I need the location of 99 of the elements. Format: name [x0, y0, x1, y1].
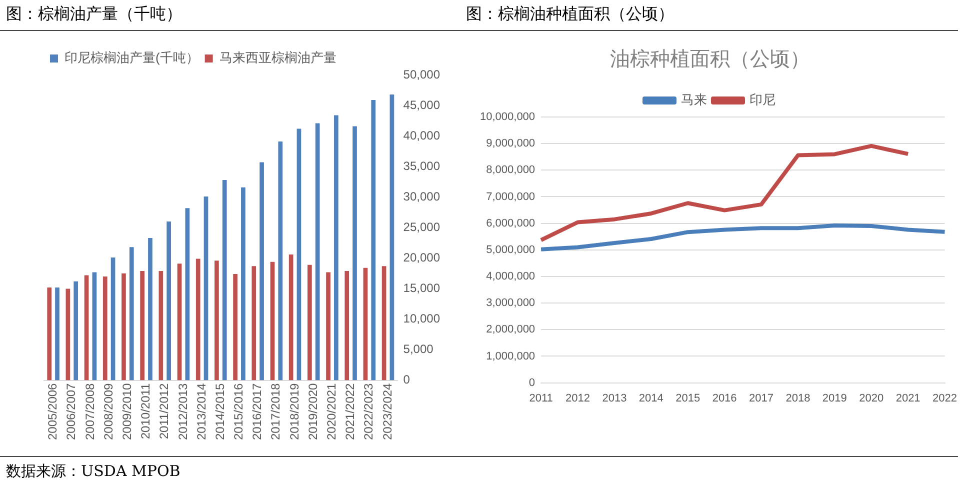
- y-tick-label: 4,000,000: [486, 270, 536, 283]
- x-tick-label: 2020: [859, 392, 884, 404]
- y-tick-label: 40,000: [403, 128, 440, 142]
- bar: [326, 272, 330, 380]
- x-tick-label: 2012/2013: [176, 382, 190, 440]
- x-tick-label: 2017/2018: [268, 382, 283, 440]
- bar: [334, 115, 338, 380]
- y-tick-label: 5,000,000: [486, 244, 536, 256]
- x-tick-label: 2022: [932, 392, 958, 404]
- x-tick-label: 2015: [676, 392, 700, 404]
- bar: [185, 208, 190, 380]
- x-tick-label: 2013/2014: [194, 382, 208, 440]
- bar: [204, 196, 208, 380]
- bar: [122, 273, 126, 380]
- x-tick-label: 2018/2019: [287, 382, 302, 440]
- bar: [74, 281, 78, 380]
- bar: [344, 270, 350, 380]
- bar: [270, 262, 275, 380]
- x-tick-label: 2018: [786, 392, 810, 404]
- bar: [296, 128, 302, 380]
- bar: [47, 287, 52, 380]
- x-tick-label: 2010/2011: [138, 382, 153, 440]
- bar: [241, 187, 246, 380]
- y-tick-label: 9,000,000: [486, 138, 536, 150]
- bar: [315, 123, 320, 380]
- x-tick-label: 2011/2012: [157, 382, 172, 440]
- y-tick-label: 15,000: [403, 281, 440, 296]
- bar: [129, 247, 134, 380]
- y-tick-label: 50,000: [403, 67, 440, 82]
- legend-label: 印尼: [750, 92, 776, 108]
- bar: [84, 275, 89, 380]
- chart-title: 图：棕榈油种植面积（公顷）: [466, 4, 674, 25]
- y-tick-label: 6,000,000: [486, 217, 536, 230]
- bar: [92, 272, 97, 380]
- y-tick-label: 7,000,000: [486, 190, 536, 203]
- x-tick-label: 2009/2010: [120, 382, 134, 440]
- bar: [214, 260, 219, 380]
- y-tick-label: 10,000,000: [480, 111, 536, 124]
- x-tick-label: 2007/2008: [82, 382, 97, 440]
- x-tick-label: 2023/2024: [380, 382, 394, 440]
- bar: [148, 238, 152, 380]
- y-tick-label: 8,000,000: [486, 164, 536, 176]
- y-tick-label: 10,000: [403, 312, 440, 326]
- x-tick-label: 2015/2016: [232, 382, 246, 440]
- x-tick-label: 2019/2020: [306, 382, 320, 440]
- bar: [110, 258, 116, 380]
- bar: [140, 270, 144, 380]
- bar: [307, 264, 312, 380]
- x-tick-label: 2014/2015: [212, 382, 227, 440]
- x-tick-label: 2016/2017: [250, 382, 264, 440]
- bar: [390, 94, 394, 380]
- bar: [252, 266, 256, 380]
- bar: [55, 287, 60, 380]
- y-tick-label: 0: [403, 372, 410, 387]
- legend-label: 马来: [681, 92, 707, 108]
- x-tick-label: 2008/2009: [101, 382, 116, 440]
- x-tick-label: 2014: [638, 392, 664, 404]
- x-tick-label: 2021: [896, 392, 920, 404]
- y-tick-label: 3,000,000: [486, 297, 536, 310]
- bar: [363, 268, 368, 380]
- bar: [233, 274, 238, 380]
- source-note: 数据来源：USDA MPOB: [6, 462, 180, 481]
- x-tick-label: 2016: [712, 392, 737, 404]
- bar: [177, 264, 182, 380]
- y-tick-label: 25,000: [403, 220, 440, 234]
- chart-title: 图：棕榈油产量（千吨）: [6, 4, 182, 25]
- y-tick-label: 5,000: [403, 342, 434, 356]
- y-tick-label: 45,000: [403, 98, 440, 112]
- bar: [66, 288, 70, 380]
- x-tick-label: 2020/2021: [324, 382, 339, 440]
- bar: [352, 126, 357, 380]
- legend-label: 印尼棕榈油产量(千吨）: [64, 50, 199, 66]
- x-tick-label: 2017: [749, 392, 774, 404]
- bar: [288, 254, 294, 380]
- bar: [278, 142, 283, 380]
- bar: [260, 162, 264, 380]
- y-tick-label: 0: [528, 376, 536, 389]
- y-tick-label: 35,000: [403, 158, 440, 173]
- x-tick-label: 2021/2022: [343, 382, 358, 440]
- y-tick-label: 2,000,000: [486, 324, 536, 336]
- x-tick-label: 2022/2023: [362, 382, 376, 440]
- x-tick-label: 2012: [566, 392, 590, 404]
- legend-label: 马来西亚棕榈油产量: [219, 50, 336, 66]
- x-tick-label: 2006/2007: [64, 382, 78, 440]
- bar: [371, 100, 376, 380]
- bar: [166, 222, 171, 380]
- x-tick-label: 2019: [822, 392, 847, 404]
- bar: [158, 270, 164, 380]
- x-tick-label: 2005/2006: [46, 382, 60, 440]
- x-tick-label: 2011: [529, 392, 553, 404]
- bar: [196, 258, 200, 380]
- bar: [102, 276, 108, 380]
- bar: [222, 180, 227, 380]
- x-tick-label: 2013: [602, 392, 627, 404]
- bar: [382, 266, 386, 380]
- y-tick-label: 1,000,000: [486, 350, 536, 362]
- y-tick-label: 20,000: [403, 250, 440, 264]
- chart-subtitle: 油棕种植面积（公顷）: [610, 48, 810, 71]
- y-tick-label: 30,000: [403, 189, 440, 204]
